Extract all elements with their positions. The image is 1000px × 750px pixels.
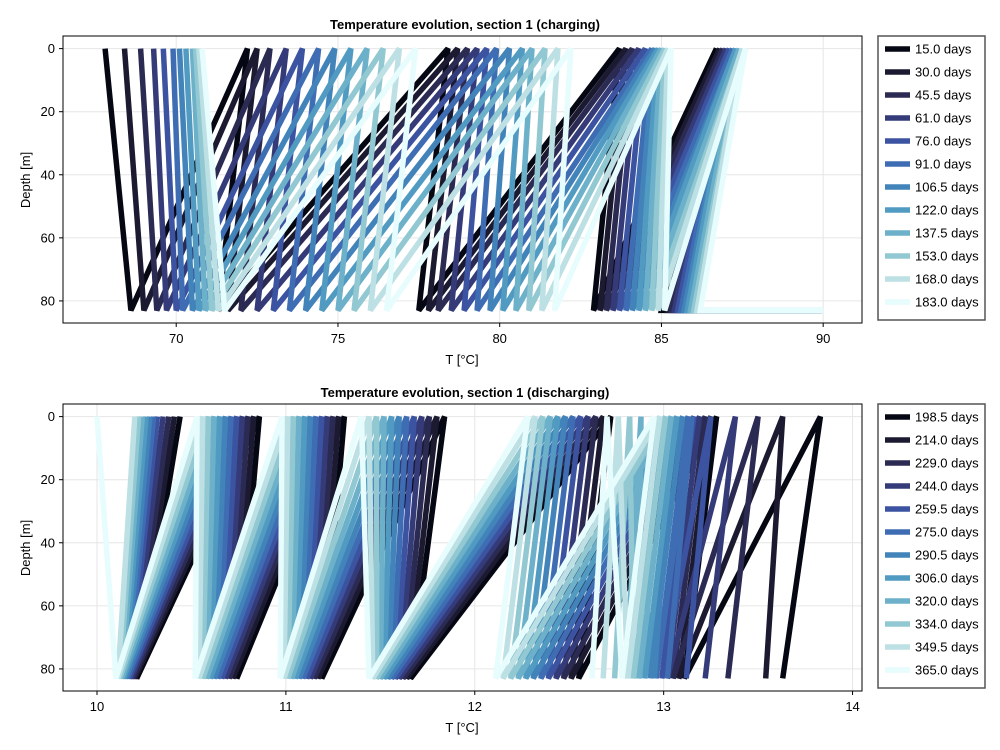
discharging-legend-label-11: 365.0 days — [915, 663, 979, 678]
charging-y-tick-label-0: 0 — [48, 41, 55, 56]
discharging-legend-label-1: 214.0 days — [915, 433, 979, 448]
discharging-y-tick-label-2: 40 — [41, 535, 55, 550]
discharging-x-tick-label-0: 10 — [90, 699, 104, 714]
charging-legend-label-10: 168.0 days — [915, 272, 979, 287]
discharging-legend-label-9: 334.0 days — [915, 617, 979, 632]
discharging-series-line-5 — [124, 415, 695, 680]
discharging-x-axis-label: T [°C] — [445, 720, 478, 735]
charging-series-lines — [102, 46, 824, 314]
discharging-legend-box — [877, 403, 986, 689]
discharging-x-tick-label-1: 11 — [279, 699, 293, 714]
discharging-legend-label-7: 306.0 days — [915, 571, 979, 586]
charging-y-tick-label-4: 80 — [41, 293, 55, 308]
charging-x-tick-label-1: 75 — [331, 331, 345, 346]
discharging-y-ticks: 0 20 40 60 80 — [41, 409, 63, 676]
discharging-series-line-9 — [116, 415, 669, 680]
charging-chart-title: Temperature evolution, section 1 (chargi… — [330, 17, 600, 32]
charging-legend-label-7: 122.0 days — [915, 203, 979, 218]
discharging-y-tick-label-4: 80 — [41, 661, 55, 676]
charging-legend-label-0: 15.0 days — [915, 42, 972, 57]
discharging-legend-label-2: 229.0 days — [915, 456, 979, 471]
discharging-y-tick-label-1: 20 — [41, 472, 55, 487]
charging-legend-label-9: 153.0 days — [915, 249, 979, 264]
charging-y-tick-label-3: 60 — [41, 230, 55, 245]
charging-x-tick-label-0: 70 — [169, 331, 183, 346]
discharging-series-line-1 — [132, 414, 786, 681]
charging-y-axis-label: Depth [m] — [18, 152, 33, 208]
discharging-legend-label-5: 275.0 days — [915, 525, 979, 540]
discharging-y-tick-label-3: 60 — [41, 598, 55, 613]
charging-plot-frame — [62, 35, 863, 324]
charging-legend-label-8: 137.5 days — [915, 226, 979, 241]
discharging-legend-label-0: 198.5 days — [915, 410, 979, 425]
charging-y-ticks: 0 20 40 60 80 — [41, 41, 63, 308]
charging-legend-label-6: 106.5 days — [915, 180, 979, 195]
discharging-panel: Temperature evolution, section 1 (discha… — [18, 385, 986, 735]
discharging-series-line-10 — [115, 415, 663, 680]
charging-x-axis-label: T [°C] — [445, 352, 478, 367]
discharging-x-tick-label-4: 14 — [845, 699, 859, 714]
charging-legend-label-4: 76.0 days — [915, 134, 972, 149]
discharging-series-line-4 — [126, 415, 714, 680]
discharging-series-line-11 — [94, 415, 657, 680]
discharging-series-line-6 — [122, 415, 686, 680]
discharging-y-axis-label: Depth [m] — [18, 520, 33, 576]
charging-x-tick-label-4: 90 — [816, 331, 830, 346]
charging-series-line-11 — [199, 46, 824, 314]
charging-x-tick-label-3: 85 — [654, 331, 668, 346]
charging-legend-box — [877, 35, 986, 321]
discharging-x-ticks: 10 11 12 13 14 — [90, 691, 860, 714]
discharging-legend-label-10: 349.5 days — [915, 640, 979, 655]
charging-legend-label-2: 45.5 days — [915, 88, 972, 103]
charging-y-tick-label-2: 40 — [41, 167, 55, 182]
charging-legend-label-5: 91.0 days — [915, 157, 972, 172]
discharging-x-tick-label-3: 13 — [656, 699, 670, 714]
discharging-series-lines — [94, 414, 824, 681]
discharging-legend: 198.5 days 214.0 days 229.0 days 244.0 days… — [877, 403, 986, 689]
charging-legend-label-3: 61.0 days — [915, 111, 972, 126]
discharging-legend-label-4: 259.5 days — [915, 502, 979, 517]
charging-legend-label-11: 183.0 days — [915, 295, 979, 310]
discharging-legend-label-6: 290.5 days — [915, 548, 979, 563]
discharging-legend-label-8: 320.0 days — [915, 594, 979, 609]
discharging-y-tick-label-0: 0 — [48, 409, 55, 424]
charging-panel: Temperature evolution, section 1 (chargi… — [18, 17, 986, 367]
charging-y-tick-label-1: 20 — [41, 104, 55, 119]
discharging-x-tick-label-2: 12 — [468, 699, 482, 714]
charging-legend-label-1: 30.0 days — [915, 65, 972, 80]
discharging-legend-label-3: 244.0 days — [915, 479, 979, 494]
charging-legend: 15.0 days 30.0 days 45.5 days 61.0 days 76.0… — [877, 35, 986, 321]
charging-x-tick-label-2: 80 — [492, 331, 506, 346]
discharging-chart-title: Temperature evolution, section 1 (discha… — [321, 385, 610, 400]
discharging-plot-frame — [62, 403, 863, 692]
discharging-series-line-8 — [118, 415, 674, 680]
discharging-series-line-7 — [120, 415, 680, 680]
charging-x-ticks: 70 75 80 85 90 — [169, 323, 830, 346]
